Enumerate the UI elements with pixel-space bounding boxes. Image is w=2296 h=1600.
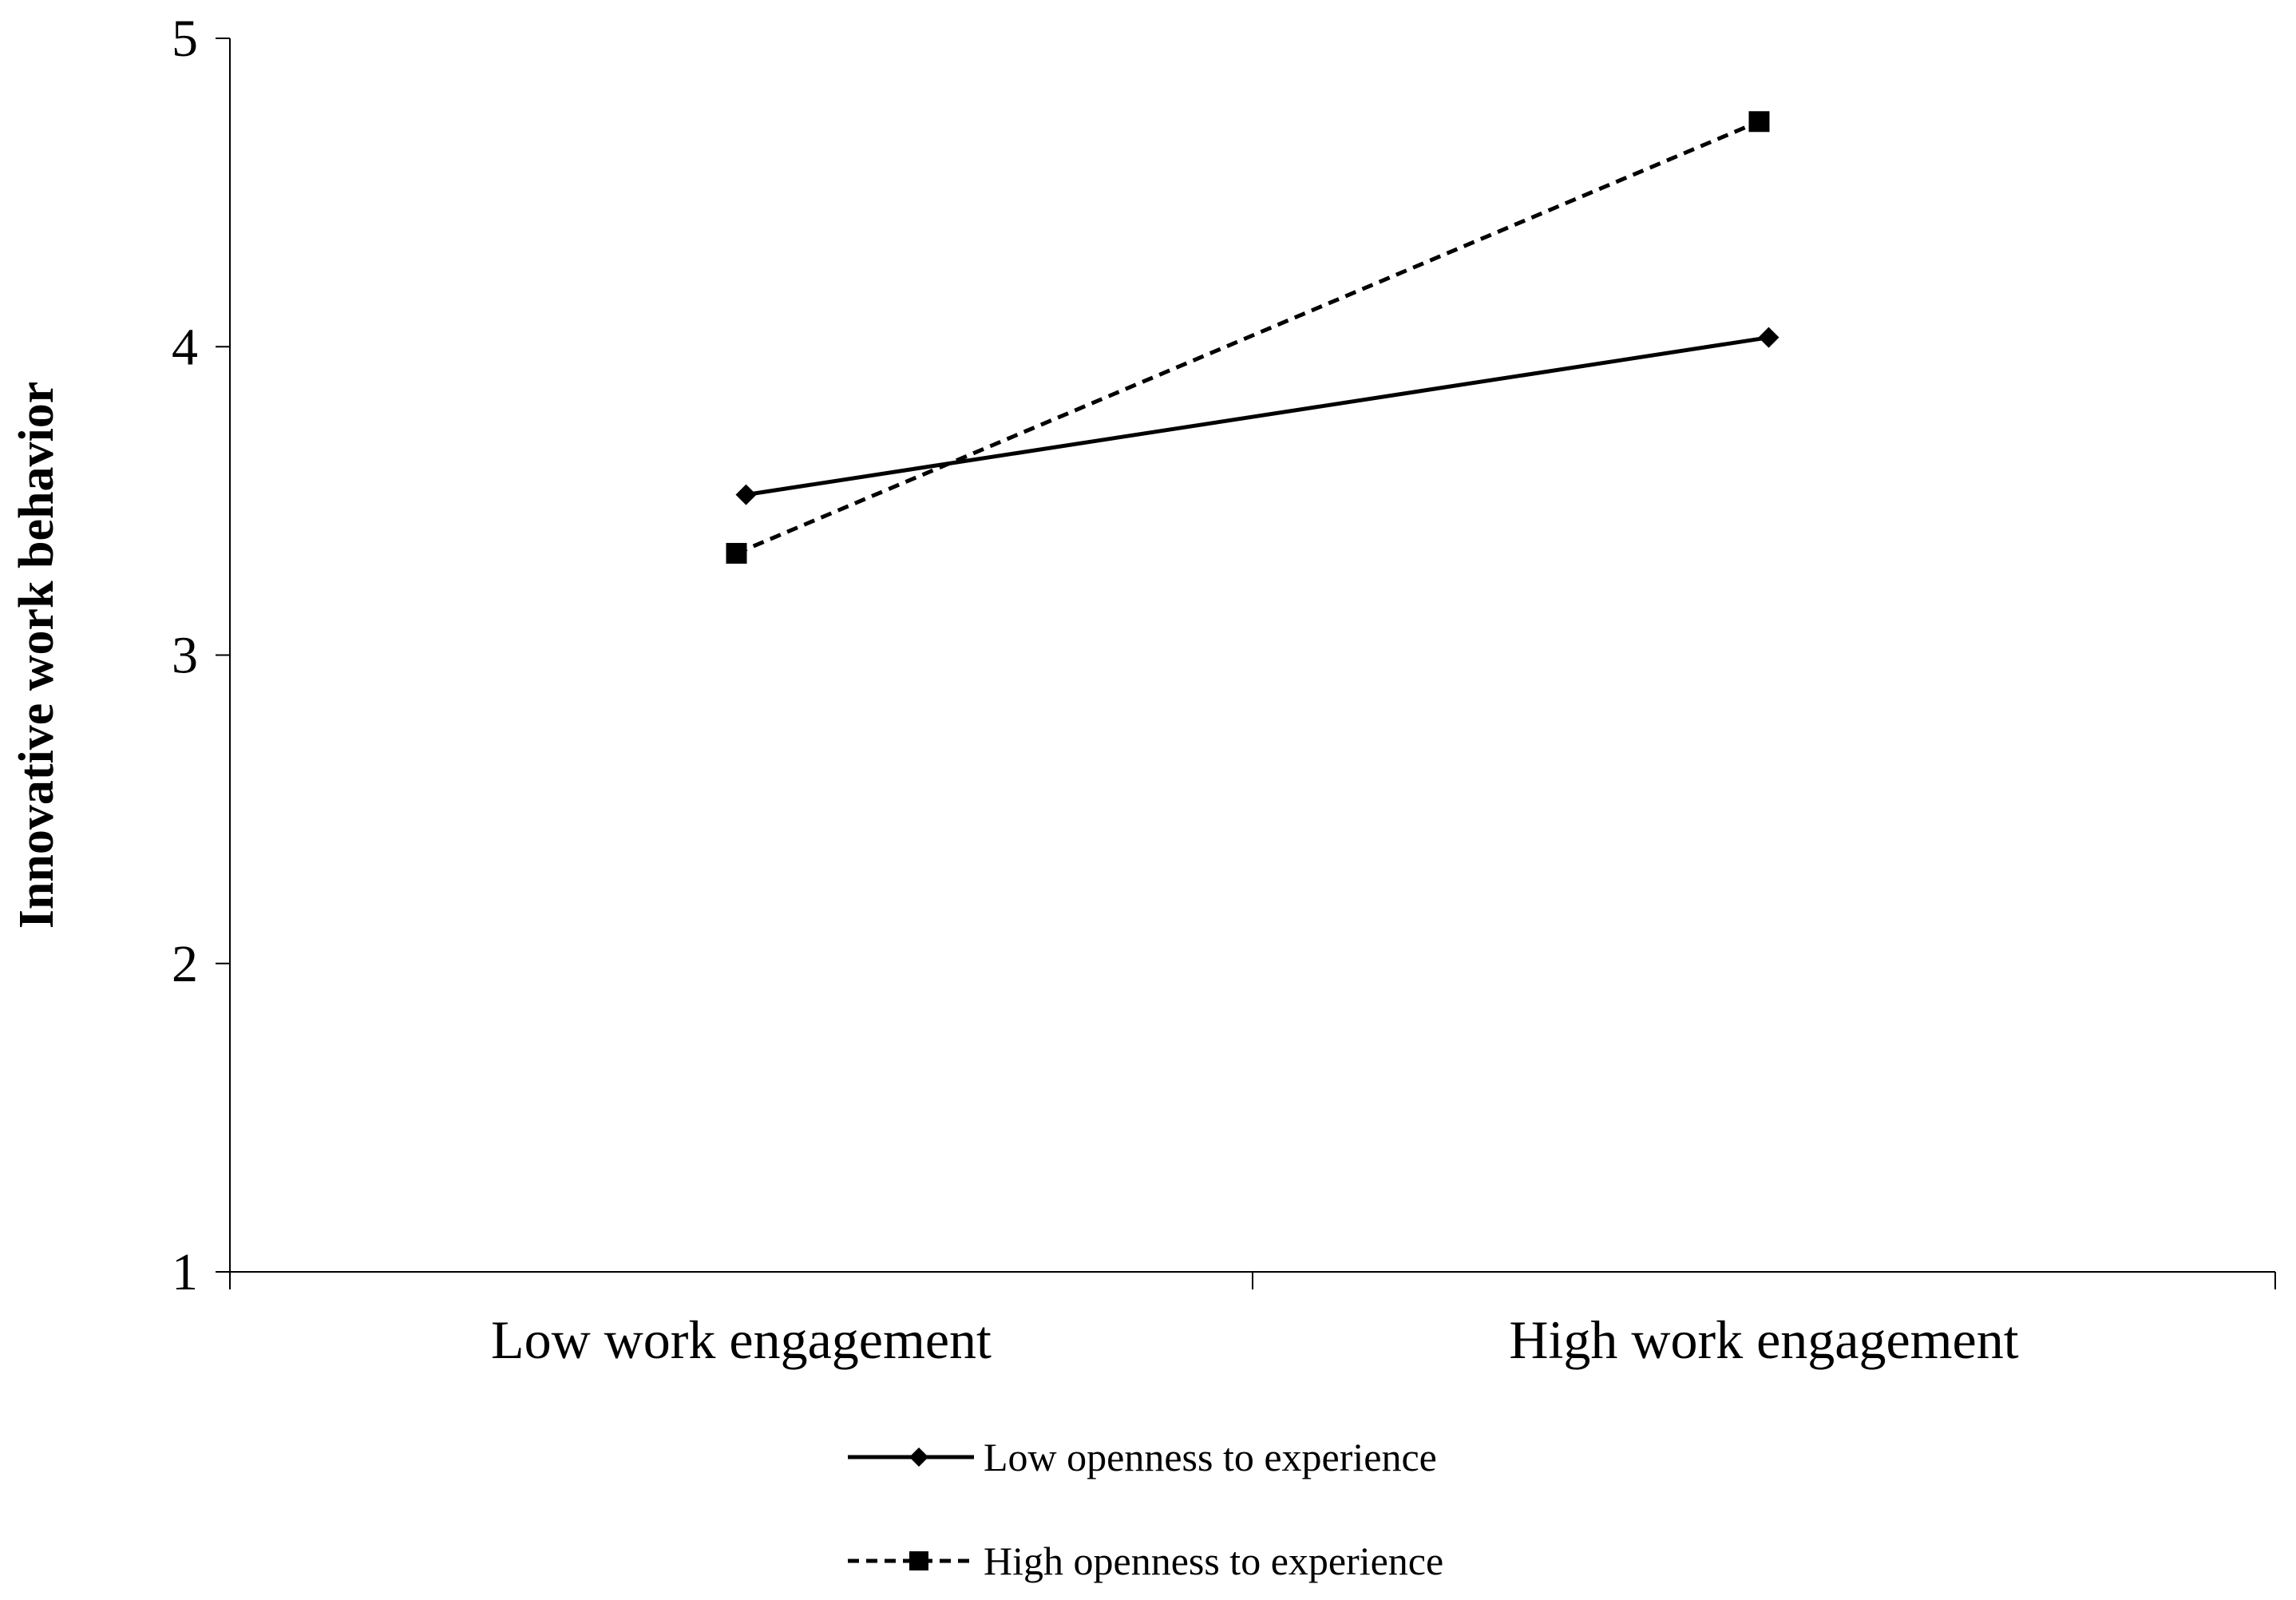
data-point bbox=[735, 484, 757, 505]
legend-marker bbox=[909, 1448, 928, 1467]
series-line bbox=[735, 119, 1760, 556]
legend-item: High openness to experience bbox=[848, 1539, 1443, 1583]
data-point bbox=[1758, 327, 1779, 348]
data-point bbox=[1748, 111, 1770, 133]
chart-axes: 1 2 3 4 5 Low work engagement High work engage… bbox=[172, 10, 2276, 1370]
y-tick-label: 4 bbox=[172, 318, 198, 376]
series-line bbox=[746, 335, 1769, 497]
x-category-label: High work engagement bbox=[1509, 1309, 2018, 1370]
chart-legend: Low openness to experience High openness … bbox=[848, 1435, 1443, 1583]
x-category-label: Low work engagement bbox=[491, 1309, 992, 1370]
y-tick-label: 2 bbox=[172, 935, 198, 993]
y-tick-label: 5 bbox=[172, 10, 198, 68]
y-tick-label: 3 bbox=[172, 627, 198, 685]
legend-marker bbox=[909, 1551, 928, 1570]
y-tick-label: 1 bbox=[172, 1243, 198, 1301]
legend-label: High openness to experience bbox=[984, 1539, 1443, 1583]
series-1 bbox=[735, 327, 1779, 505]
series-layer bbox=[726, 111, 1779, 564]
legend-label: Low openness to experience bbox=[984, 1435, 1437, 1479]
series-2 bbox=[726, 111, 1770, 564]
legend-item: Low openness to experience bbox=[848, 1435, 1437, 1479]
y-axis-title: Innovative work behavior bbox=[10, 382, 64, 929]
data-point bbox=[726, 543, 747, 564]
